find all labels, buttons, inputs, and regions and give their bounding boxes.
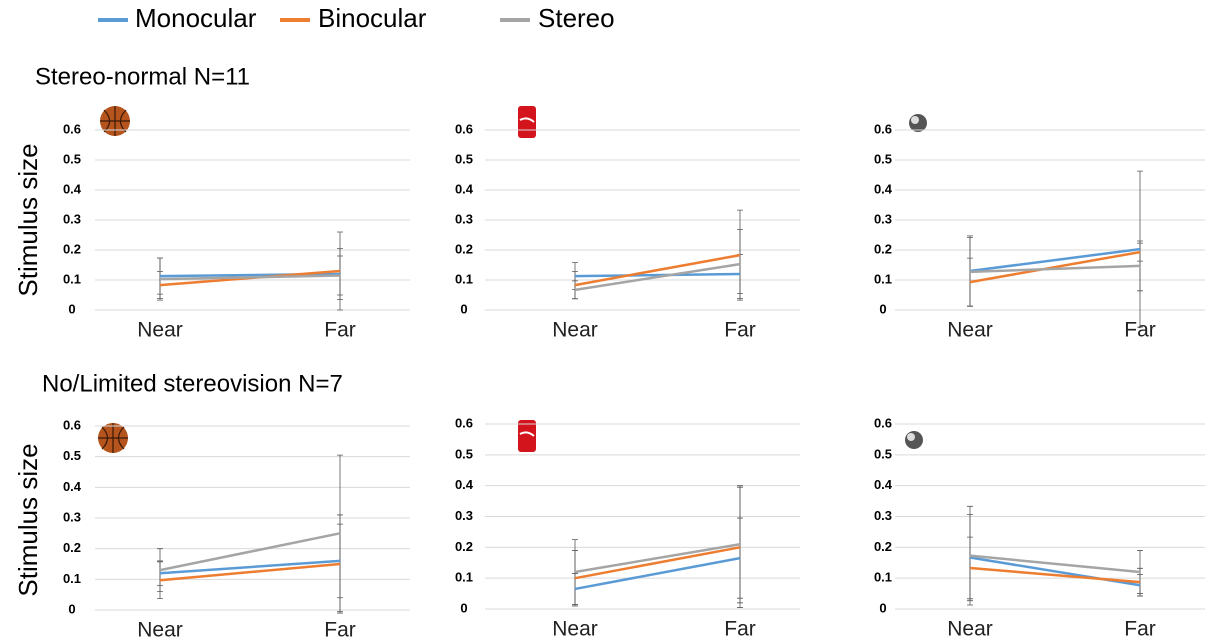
y-tick-label: 0.1 — [455, 271, 473, 286]
y-tick-label: 0.3 — [455, 508, 473, 523]
y-tick-label: 0.5 — [63, 151, 81, 166]
basketball-lines — [100, 106, 130, 136]
ball-highlight — [911, 116, 919, 124]
y-tick-label: 0.6 — [455, 415, 473, 430]
ball-highlight — [907, 433, 915, 441]
y-tick-label: 0.4 — [874, 181, 893, 196]
y-tick-label: 0.3 — [63, 509, 81, 524]
x-tick-label: Far — [1124, 618, 1156, 641]
x-tick-label: Near — [947, 319, 993, 342]
y-tick-label: 0.4 — [874, 477, 893, 492]
y-tick-label: 0.5 — [455, 446, 473, 461]
legend-label: Stereo — [538, 3, 615, 33]
legend-label: Binocular — [318, 3, 427, 33]
y-tick-label: 0.5 — [874, 446, 892, 461]
y-axis-label: Stimulus size — [13, 143, 43, 296]
y-tick-label: 0 — [68, 601, 75, 616]
y-tick-label: 0.2 — [455, 241, 473, 256]
x-tick-label: Far — [724, 618, 756, 641]
y-tick-label: 0.5 — [874, 151, 892, 166]
y-tick-label: 0.6 — [63, 121, 81, 136]
series-line — [575, 255, 740, 285]
x-tick-label: Far — [324, 319, 356, 342]
can-logo — [520, 118, 534, 436]
series-line — [575, 544, 740, 572]
y-tick-label: 0 — [879, 600, 886, 615]
y-tick-label: 0.3 — [63, 211, 81, 226]
x-tick-label: Far — [724, 319, 756, 342]
y-tick-label: 0.1 — [455, 570, 473, 585]
y-tick-label: 0.1 — [63, 571, 81, 586]
ball-icon — [905, 431, 923, 449]
y-tick-label: 0 — [460, 600, 467, 615]
y-tick-label: 0.1 — [874, 271, 892, 286]
x-tick-label: Near — [552, 319, 598, 342]
x-tick-label: Near — [137, 619, 183, 642]
y-axis-label: Stimulus size — [13, 443, 43, 596]
y-tick-label: 0.4 — [455, 477, 474, 492]
y-tick-label: 0.4 — [455, 181, 474, 196]
y-tick-label: 0 — [68, 301, 75, 316]
y-tick-label: 0.5 — [63, 448, 81, 463]
panel-title: No/Limited stereovision N=7 — [42, 370, 343, 397]
legend-label: Monocular — [135, 3, 257, 33]
y-tick-label: 0.3 — [874, 508, 892, 523]
y-tick-label: 0.2 — [455, 539, 473, 554]
y-tick-label: 0.3 — [455, 211, 473, 226]
y-tick-label: 0.1 — [874, 570, 892, 585]
x-tick-label: Far — [324, 619, 356, 642]
y-tick-label: 0 — [879, 301, 886, 316]
y-tick-label: 0.6 — [874, 121, 892, 136]
y-tick-label: 0.4 — [63, 479, 82, 494]
y-tick-label: 0.3 — [874, 211, 892, 226]
ball-icon — [909, 114, 927, 132]
x-tick-label: Near — [947, 618, 993, 641]
series-line — [160, 533, 340, 570]
y-tick-label: 0.4 — [63, 181, 82, 196]
x-tick-label: Near — [552, 618, 598, 641]
y-tick-label: 0.1 — [63, 271, 81, 286]
y-tick-label: 0.6 — [455, 121, 473, 136]
y-tick-label: 0.6 — [63, 417, 81, 432]
figure: Monocular Binocular Stereo Stereo-normal N=… — [0, 0, 1208, 644]
y-tick-label: 0.2 — [63, 540, 81, 555]
panel-title: Stereo-normal N=11 — [35, 63, 250, 90]
y-tick-label: 0.6 — [874, 415, 892, 430]
y-tick-label: 0 — [460, 301, 467, 316]
y-tick-label: 0.2 — [63, 241, 81, 256]
y-tick-label: 0.2 — [874, 241, 892, 256]
x-tick-label: Near — [137, 319, 183, 342]
basketball-lines — [98, 423, 128, 453]
y-tick-label: 0.2 — [874, 539, 892, 554]
y-tick-label: 0.5 — [455, 151, 473, 166]
